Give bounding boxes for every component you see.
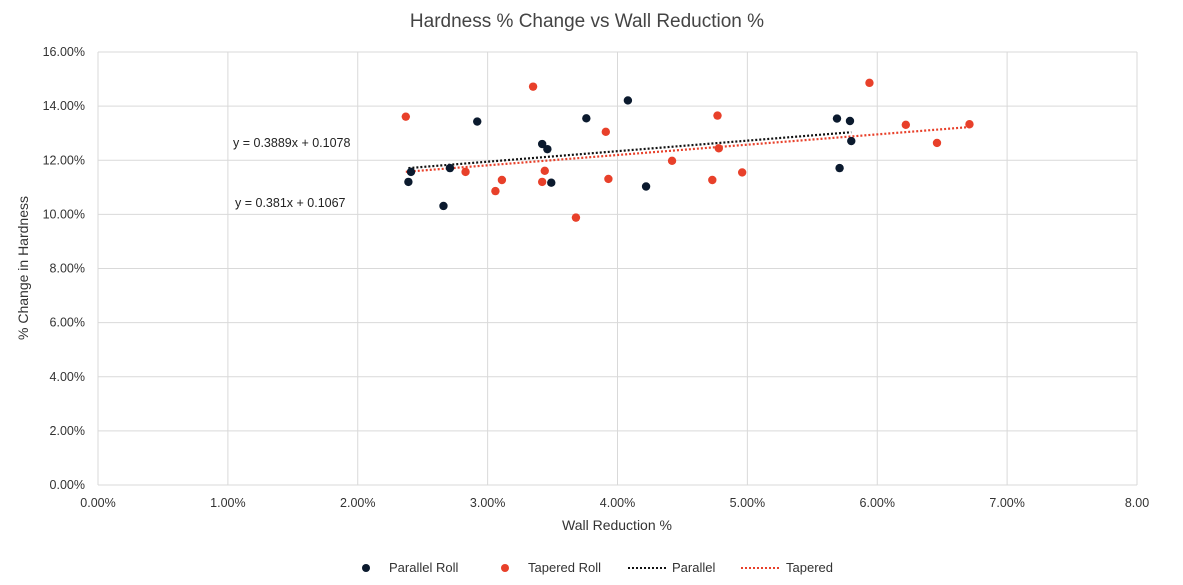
y-tick-label: 6.00% bbox=[50, 316, 85, 330]
y-tick-label: 2.00% bbox=[50, 424, 85, 438]
data-point-parallel-roll bbox=[439, 201, 448, 211]
x-axis-title: Wall Reduction % bbox=[562, 517, 672, 533]
y-tick-label: 8.00% bbox=[50, 262, 85, 276]
data-point-tapered-roll bbox=[708, 175, 717, 185]
legend-label-parallel-roll: Parallel Roll bbox=[389, 560, 458, 575]
chart-title: Hardness % Change vs Wall Reduction % bbox=[410, 11, 764, 32]
legend-marker-parallel-roll bbox=[362, 564, 370, 572]
data-point-tapered-roll bbox=[537, 177, 547, 187]
data-point-tapered-roll bbox=[737, 168, 747, 177]
y-tick-label: 0.00% bbox=[50, 478, 85, 492]
y-tick-label: 16.00% bbox=[43, 45, 85, 59]
data-point-parallel-roll bbox=[832, 114, 842, 123]
data-point-parallel-roll bbox=[835, 163, 844, 173]
data-point-parallel-roll bbox=[406, 167, 416, 177]
parallel-trend-equation: y = 0.3889x + 0.1078 bbox=[233, 136, 351, 150]
legend-marker-tapered-roll bbox=[501, 564, 509, 572]
data-point-tapered-roll bbox=[491, 186, 500, 196]
legend-label-tapered-roll: Tapered Roll bbox=[528, 560, 601, 575]
data-point-parallel-roll bbox=[404, 177, 413, 187]
data-point-tapered-roll bbox=[497, 175, 507, 185]
data-point-parallel-roll bbox=[537, 139, 547, 149]
data-points bbox=[401, 78, 974, 222]
grid-layer bbox=[97, 51, 1138, 486]
x-tick-label: 8.00 bbox=[1125, 496, 1149, 510]
legend: Parallel Roll Tapered Roll Parallel Tape… bbox=[362, 560, 833, 575]
data-point-tapered-roll bbox=[528, 82, 538, 91]
x-tick-label: 1.00% bbox=[210, 496, 245, 510]
tick-labels: 0.00% 2.00% 4.00% 6.00% 8.00% 10.00% 12.00% 14.… bbox=[43, 45, 1150, 510]
x-tick-label: 6.00% bbox=[860, 496, 895, 510]
x-tick-label: 7.00% bbox=[989, 496, 1024, 510]
data-point-tapered-roll bbox=[540, 166, 549, 176]
y-axis-title: % Change in Hardness bbox=[15, 196, 31, 340]
data-point-parallel-roll bbox=[623, 96, 633, 105]
data-point-tapered-roll bbox=[865, 78, 874, 88]
x-tick-label: 4.00% bbox=[600, 496, 635, 510]
data-point-parallel-roll bbox=[641, 182, 651, 191]
data-point-parallel-roll bbox=[543, 144, 552, 154]
data-point-parallel-roll bbox=[582, 114, 591, 123]
data-point-tapered-roll bbox=[965, 120, 974, 129]
x-tick-label: 3.00% bbox=[470, 496, 505, 510]
legend-label-tapered: Tapered bbox=[786, 560, 833, 575]
trendline-parallel bbox=[408, 131, 852, 170]
data-point-tapered-roll bbox=[667, 156, 677, 165]
data-point-tapered-roll bbox=[714, 144, 724, 153]
data-point-parallel-roll bbox=[845, 116, 855, 126]
data-point-tapered-roll bbox=[932, 138, 942, 148]
trendline-tapered bbox=[405, 125, 970, 173]
y-tick-label: 10.00% bbox=[43, 207, 85, 221]
data-point-tapered-roll bbox=[901, 120, 911, 129]
y-tick-label: 14.00% bbox=[43, 99, 85, 113]
y-tick-label: 12.00% bbox=[43, 153, 85, 167]
data-point-tapered-roll bbox=[461, 167, 470, 177]
data-point-tapered-roll bbox=[604, 174, 613, 184]
data-point-tapered-roll bbox=[713, 111, 722, 120]
data-point-parallel-roll bbox=[547, 178, 556, 187]
data-point-tapered-roll bbox=[401, 112, 411, 121]
x-tick-label: 0.00% bbox=[80, 496, 115, 510]
data-point-parallel-roll bbox=[445, 163, 455, 173]
legend-label-parallel: Parallel bbox=[672, 560, 715, 575]
data-point-tapered-roll bbox=[571, 213, 581, 222]
data-point-parallel-roll bbox=[473, 117, 482, 126]
x-tick-label: 5.00% bbox=[730, 496, 765, 510]
data-point-tapered-roll bbox=[601, 127, 611, 137]
tapered-trend-equation: y = 0.381x + 0.1067 bbox=[235, 196, 346, 210]
x-tick-label: 2.00% bbox=[340, 496, 375, 510]
trendlines bbox=[405, 125, 970, 173]
data-point-parallel-roll bbox=[847, 136, 856, 146]
y-tick-label: 4.00% bbox=[50, 370, 85, 384]
